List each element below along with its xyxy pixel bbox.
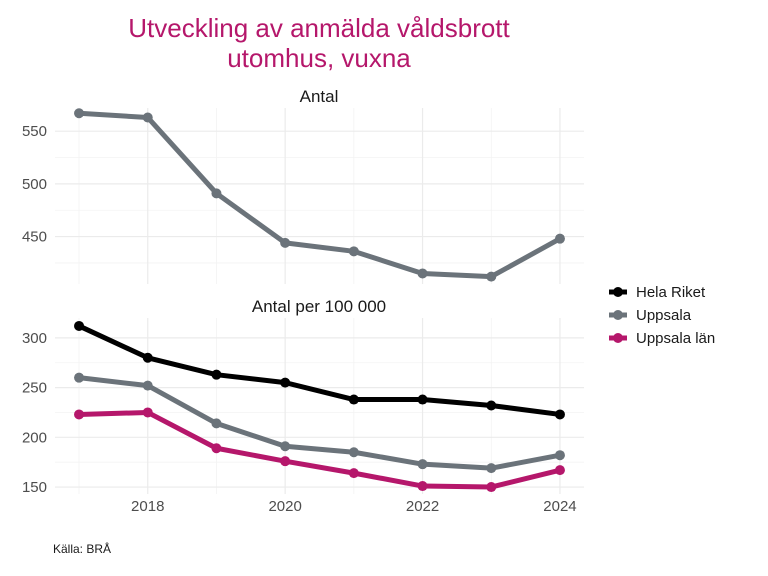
data-point-uppsala — [142, 380, 153, 391]
data-point-hela-riket — [74, 320, 85, 331]
x-tick-label: 2024 — [543, 498, 576, 515]
series-line-uppsala-l-n — [78, 409, 561, 490]
data-point-uppsala — [142, 112, 153, 123]
y-tick-label: 200 — [22, 429, 47, 446]
legend-key-point — [613, 333, 623, 343]
legend-label: Uppsala — [636, 307, 692, 324]
series-line-hela-riket — [77, 323, 561, 417]
legend-key-point — [613, 287, 623, 297]
data-point-uppsala-l-n — [486, 482, 497, 493]
data-point-uppsala — [74, 108, 85, 119]
panel-antal: 450 500 550 — [22, 108, 584, 284]
y-tick-label: 300 — [22, 330, 47, 347]
x-axis: 2018 2020 2022 2024 — [131, 498, 577, 515]
data-point-hela-riket — [142, 352, 153, 363]
data-point-uppsala-l-n — [554, 465, 565, 476]
legend: Hela Riket Uppsala Uppsala län — [609, 284, 715, 347]
legend-item-hela-riket: Hela Riket — [609, 284, 706, 301]
y-tick-label: 550 — [22, 123, 47, 140]
legend-item-uppsala: Uppsala — [609, 307, 692, 324]
x-tick-label: 2018 — [131, 498, 164, 515]
chart-title-line-1: Utveckling av anmälda våldsbrott — [128, 13, 510, 43]
data-point-hela-riket — [280, 377, 291, 388]
series-line-uppsala — [78, 110, 562, 280]
data-point-uppsala — [211, 418, 222, 429]
data-point-uppsala-l-n — [348, 468, 359, 479]
y-tick-label: 250 — [22, 380, 47, 397]
y-tick-label: 450 — [22, 229, 47, 246]
data-point-hela-riket — [348, 394, 359, 405]
x-tick-label: 2022 — [406, 498, 439, 515]
legend-key-point — [613, 310, 623, 320]
data-point-uppsala — [554, 450, 565, 461]
data-point-hela-riket — [417, 394, 428, 405]
data-point-hela-riket — [211, 369, 222, 380]
data-point-uppsala — [280, 441, 291, 452]
panel-title-antal: Antal — [300, 87, 339, 106]
panel-title-antal-per-100000: Antal per 100 000 — [252, 297, 386, 316]
legend-item-uppsala-l-n: Uppsala län — [609, 330, 715, 347]
data-point-uppsala — [486, 463, 497, 474]
data-point-uppsala — [554, 233, 565, 244]
y-tick-label: 500 — [22, 176, 47, 193]
data-point-uppsala — [348, 447, 359, 458]
data-point-uppsala — [280, 237, 291, 248]
data-point-uppsala-l-n — [417, 481, 428, 492]
data-point-uppsala-l-n — [142, 407, 153, 418]
legend-label: Hela Riket — [636, 284, 706, 301]
data-point-uppsala — [74, 372, 85, 383]
data-point-uppsala — [417, 459, 428, 470]
data-point-uppsala-l-n — [211, 443, 222, 454]
panel-antal-per-100000: 150 200 250 300 — [22, 318, 584, 496]
data-point-uppsala — [417, 268, 428, 279]
chart-title-line-2: utomhus, vuxna — [227, 43, 411, 73]
series-line-uppsala — [78, 375, 561, 471]
caption: Källa: BRÅ — [53, 541, 111, 556]
data-point-hela-riket — [554, 409, 565, 420]
data-point-uppsala — [486, 271, 497, 282]
data-point-uppsala — [211, 188, 222, 199]
x-tick-label: 2020 — [268, 498, 301, 515]
data-point-uppsala-l-n — [74, 409, 85, 420]
data-point-uppsala — [348, 246, 359, 257]
data-point-hela-riket — [486, 400, 497, 411]
legend-label: Uppsala län — [636, 330, 715, 347]
data-point-uppsala-l-n — [280, 456, 291, 467]
y-tick-label: 150 — [22, 479, 47, 496]
